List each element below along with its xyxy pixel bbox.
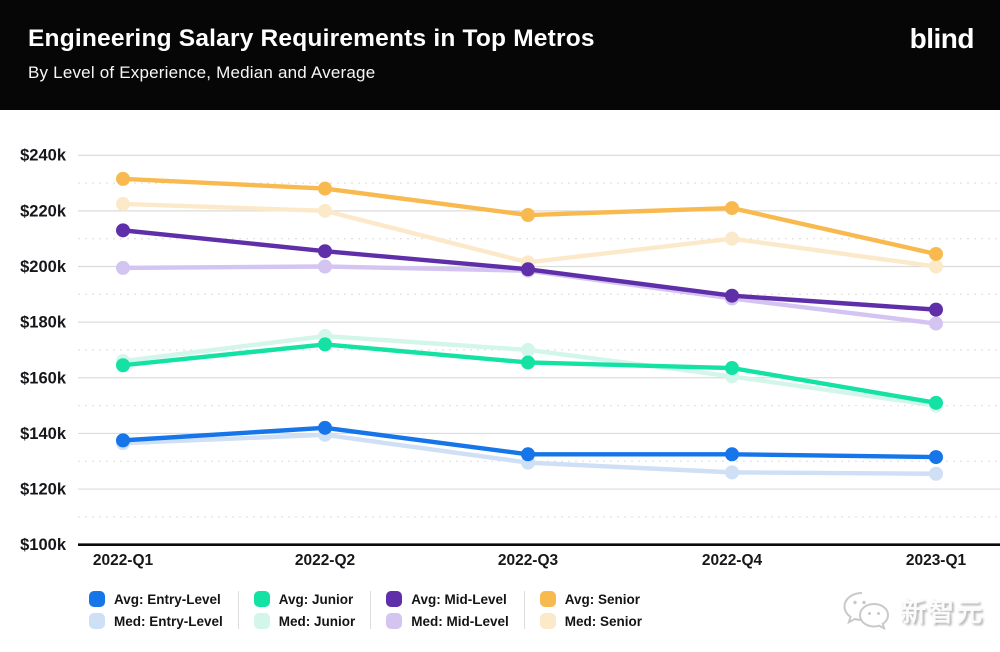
- series-point: [929, 316, 943, 331]
- series-point: [318, 181, 332, 196]
- y-tick-label: $140k: [20, 425, 67, 443]
- y-tick-label: $200k: [20, 258, 67, 276]
- header: Engineering Salary Requirements in Top M…: [0, 0, 1000, 110]
- series-point: [725, 231, 739, 246]
- legend-swatch-icon: [253, 591, 270, 607]
- series-point: [116, 260, 130, 275]
- legend-item: Med: Mid-Level: [386, 613, 509, 629]
- y-tick-label: $180k: [20, 314, 67, 332]
- legend-item: Med: Senior: [539, 613, 643, 629]
- series-point: [116, 223, 130, 238]
- legend-label: Med: Mid-Level: [411, 613, 509, 629]
- series-point: [116, 433, 130, 448]
- blind-logo: blind: [909, 23, 975, 54]
- series-point: [318, 420, 332, 435]
- series-point: [929, 395, 943, 410]
- series-point: [725, 288, 739, 303]
- y-tick-label: $120k: [20, 481, 67, 499]
- legend-group: Avg: Senior Med: Senior: [523, 591, 657, 629]
- legend-item: Avg: Entry-Level: [89, 591, 223, 607]
- wechat-icon: [843, 592, 889, 630]
- series-point: [725, 201, 739, 216]
- legend-group: Avg: Junior Med: Junior: [237, 591, 371, 629]
- legend-label: Med: Entry-Level: [114, 613, 223, 629]
- y-tick-label: $240k: [20, 147, 67, 165]
- series-point: [929, 246, 943, 261]
- x-tick-label: 2022-Q3: [498, 552, 559, 569]
- series-point: [521, 262, 535, 277]
- legend-item: Avg: Senior: [539, 591, 642, 607]
- series-point: [318, 203, 332, 218]
- series-point: [929, 466, 943, 481]
- legend-item: Avg: Mid-Level: [386, 591, 509, 607]
- series-point: [318, 244, 332, 259]
- legend-group: Avg: Entry-Level Med: Entry-Level: [74, 591, 238, 629]
- series-point: [929, 450, 943, 465]
- page-subtitle: By Level of Experience, Median and Avera…: [28, 63, 376, 82]
- legend-item: Med: Entry-Level: [89, 613, 223, 629]
- series-point: [521, 355, 535, 370]
- x-tick-label: 2022-Q1: [93, 552, 154, 569]
- chart-legend: Avg: Entry-Level Med: Entry-Level Avg: Jun…: [74, 591, 657, 629]
- series-point: [116, 171, 130, 186]
- y-tick-label: $100k: [20, 536, 67, 554]
- legend-swatch-icon: [539, 613, 556, 629]
- legend-group: Avg: Mid-Level Med: Mid-Level: [370, 591, 524, 629]
- salary-line-chart: $240k $220k $200k $180k $160k $140k $120k $100k…: [20, 147, 1000, 569]
- series-point: [521, 342, 535, 357]
- legend-label: Med: Senior: [564, 613, 643, 629]
- legend-item: Avg: Junior: [253, 591, 356, 607]
- legend-swatch-icon: [253, 613, 270, 629]
- x-tick-label: 2022-Q4: [702, 552, 763, 569]
- legend-label: Avg: Senior: [564, 591, 641, 607]
- series-point: [116, 196, 130, 211]
- legend-label: Avg: Junior: [278, 591, 354, 607]
- watermark-text: 新智元: [899, 596, 984, 627]
- legend-swatch-icon: [89, 591, 105, 607]
- page-title: Engineering Salary Requirements in Top M…: [28, 25, 595, 52]
- series-point: [318, 259, 332, 274]
- legend-swatch-icon: [89, 613, 105, 629]
- watermark: 新智元: [841, 590, 984, 630]
- series-point: [725, 361, 739, 376]
- series-point: [725, 447, 739, 462]
- legend-label: Avg: Entry-Level: [114, 591, 221, 607]
- legend-swatch-icon: [386, 591, 403, 607]
- legend-swatch-icon: [539, 591, 556, 607]
- series-point: [116, 358, 130, 373]
- legend-swatch-icon: [386, 613, 403, 629]
- series-point: [929, 302, 943, 317]
- legend-label: Avg: Mid-Level: [411, 591, 507, 607]
- series-point: [318, 337, 332, 352]
- legend-label: Med: Junior: [278, 613, 356, 629]
- series-point: [521, 447, 535, 462]
- series-point: [521, 208, 535, 223]
- x-tick-label: 2023-Q1: [906, 552, 967, 569]
- series-point: [725, 465, 739, 480]
- series-point: [929, 259, 943, 274]
- x-tick-label: 2022-Q2: [295, 552, 355, 569]
- y-tick-label: $220k: [20, 202, 67, 220]
- y-tick-label: $160k: [20, 369, 67, 387]
- legend-item: Med: Junior: [253, 613, 356, 629]
